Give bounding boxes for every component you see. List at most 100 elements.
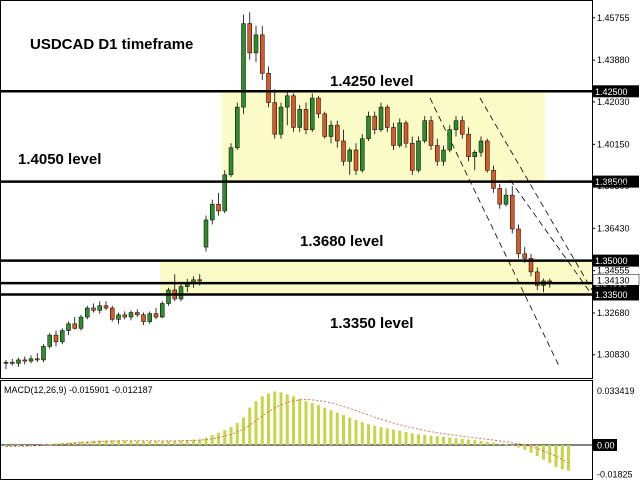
candle-body: [22, 359, 27, 362]
macd-bar: [504, 444, 508, 446]
macd-bar: [523, 444, 527, 450]
macd-bar: [542, 444, 545, 460]
candle-body: [391, 127, 396, 146]
macd-tick-label: -0.01825: [597, 470, 633, 480]
candle-body: [85, 307, 90, 318]
candle: [435, 138, 440, 166]
candle: [347, 147, 352, 175]
candle: [147, 311, 152, 324]
macd-bar: [179, 440, 183, 445]
macd-bar: [23, 444, 27, 446]
candle-body: [466, 133, 471, 158]
macd-bar: [329, 410, 333, 445]
macd-layer: 0.033419 0.00 -0.01825: [1, 386, 635, 480]
macd-bar: [223, 430, 227, 445]
macd-bar: [17, 444, 20, 446]
candle: [472, 149, 477, 171]
macd-bar: [273, 391, 277, 445]
macd-bar: [35, 444, 39, 446]
macd-label: MACD(12,26,9) -0.015901 -0.012187: [4, 385, 153, 395]
macd-bar: [292, 396, 295, 445]
macd-bar: [354, 419, 358, 445]
macd-bar: [379, 427, 383, 445]
candle-body: [385, 106, 390, 128]
candle: [3, 359, 9, 369]
macd-bar: [79, 441, 83, 445]
candle-body: [97, 305, 102, 311]
level-tag-bg: [593, 85, 639, 98]
candle-body: [122, 314, 127, 318]
candle: [528, 253, 534, 277]
candle: [516, 224, 521, 259]
macd-bar: [154, 441, 158, 445]
level-label-middle: 1.3680 level: [300, 233, 383, 250]
macd-bar: [185, 439, 189, 445]
candle-body: [197, 279, 202, 282]
macd-bar: [242, 417, 245, 445]
macd-bar: [323, 407, 327, 445]
macd-bar: [554, 444, 558, 467]
candle: [266, 66, 271, 108]
candle-body: [128, 312, 134, 318]
candle-body: [3, 361, 9, 364]
macd-bar: [429, 435, 433, 445]
macd-bar: [348, 417, 352, 445]
candle: [228, 143, 234, 178]
macd-bar: [398, 430, 402, 445]
macd-bar: [310, 403, 314, 445]
candle-body: [397, 122, 402, 146]
candle-body: [16, 359, 21, 364]
macd-bar: [454, 438, 458, 445]
macd-bar: [210, 435, 214, 445]
candle: [510, 186, 515, 234]
candle-body: [28, 358, 34, 362]
macd-bar: [254, 401, 258, 445]
macd-bar: [167, 441, 170, 445]
candle-body: [266, 72, 271, 103]
macd-bar: [54, 443, 58, 445]
macd-bar: [498, 443, 502, 445]
candle: [235, 102, 240, 150]
candle-body: [360, 138, 365, 171]
candle-body: [516, 228, 521, 255]
candle-body: [503, 194, 509, 205]
macd-bar: [235, 423, 239, 445]
macd-bar: [148, 441, 152, 445]
main-pane-frame: [0, 0, 593, 379]
level-label-range: 1.4050 level: [18, 151, 101, 168]
candle: [103, 301, 109, 311]
candle: [453, 116, 459, 137]
macd-bar: [192, 439, 195, 445]
candle-body: [378, 106, 384, 130]
macd-bar: [279, 392, 283, 445]
zone-2: [160, 260, 592, 295]
candle-body: [272, 102, 277, 135]
candle: [385, 104, 390, 132]
candle: [128, 310, 134, 321]
current-price-bg: [592, 274, 640, 286]
candle-body: [41, 346, 46, 361]
macd-bar: [485, 441, 489, 445]
macd-bar: [285, 394, 289, 445]
candle-body: [460, 120, 465, 135]
candle-body: [53, 334, 59, 343]
macd-bar: [92, 440, 95, 445]
macd-bar: [385, 428, 389, 445]
candle: [47, 332, 52, 349]
macd-bar: [135, 440, 139, 445]
candle: [41, 344, 46, 363]
macd-bar: [392, 429, 395, 445]
candle-body: [253, 34, 259, 54]
candle-body: [178, 286, 184, 300]
macd-bar: [142, 440, 145, 445]
candle-body: [522, 253, 527, 259]
macd-signal-line: [5, 399, 569, 464]
candle-body: [78, 316, 84, 329]
candle-body: [235, 106, 240, 148]
candle: [203, 215, 209, 252]
candle-body: [441, 149, 446, 162]
candle: [397, 118, 402, 148]
macd-zero-tag-bg: [593, 438, 617, 451]
candle-body: [166, 289, 171, 304]
candle: [28, 355, 34, 364]
